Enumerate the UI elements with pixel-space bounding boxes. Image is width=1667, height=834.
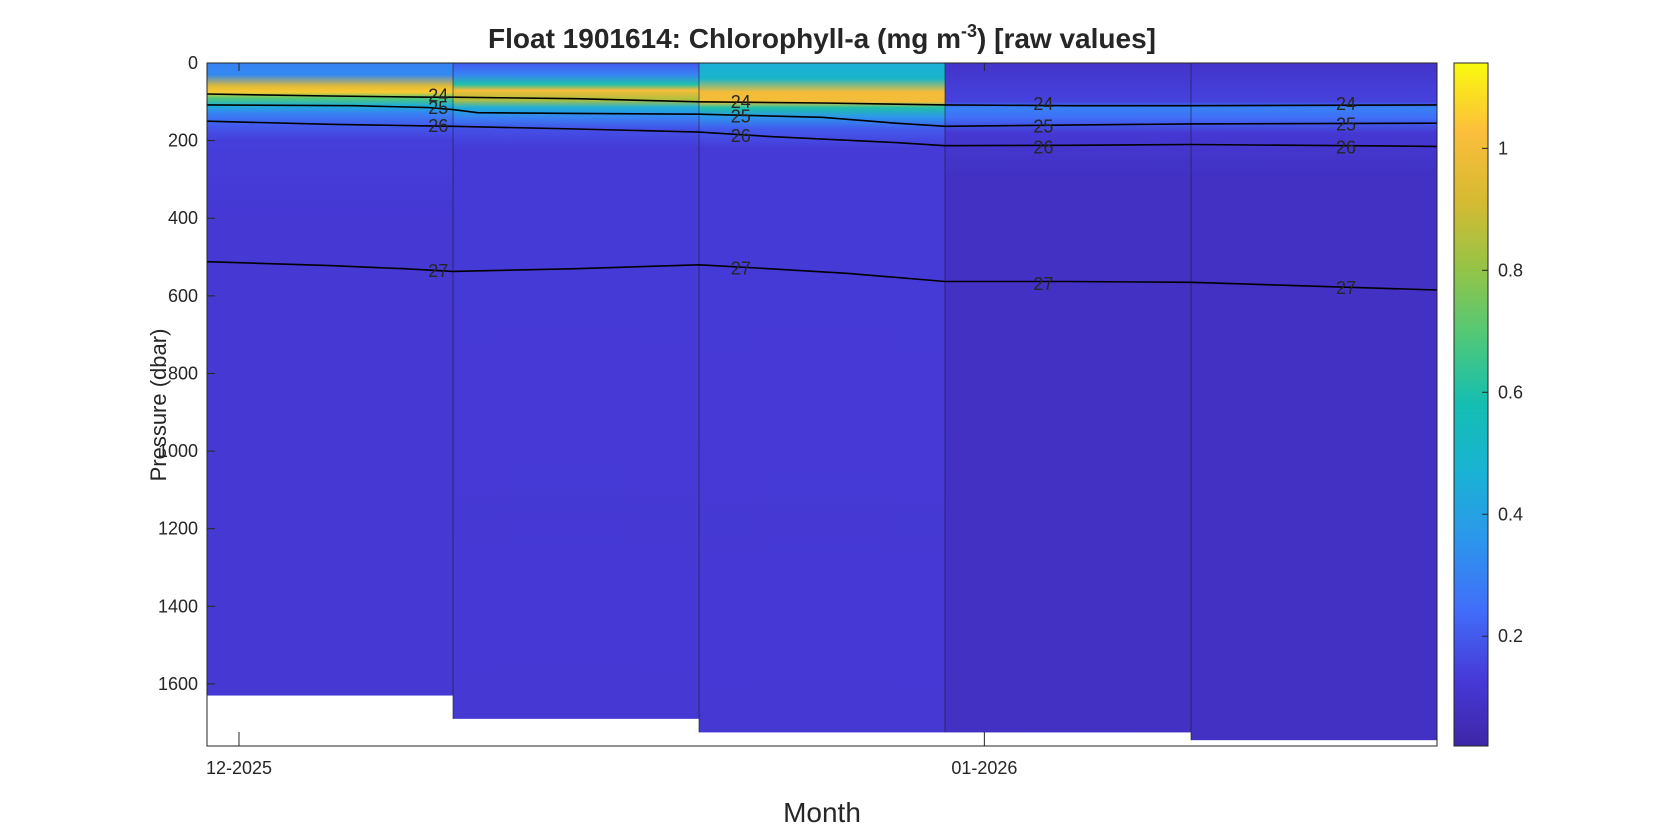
colorbar-tick-label: 0.4: [1498, 504, 1523, 524]
y-tick-label: 1600: [158, 674, 198, 694]
y-tick-label: 0: [188, 53, 198, 73]
contour-label: 27: [1033, 274, 1053, 294]
contour-label: 26: [1336, 138, 1356, 158]
contour-line: [207, 104, 1437, 128]
profile-column: [1191, 63, 1437, 741]
y-axis-ticks: 0 200 400 600 800 1000 1200 1400 1600: [158, 53, 215, 694]
chart-title-suffix: ) [raw values]: [977, 23, 1156, 54]
contour-label: 24: [428, 86, 448, 106]
profile-column: [945, 63, 1191, 733]
profile-column: [699, 63, 945, 733]
contour-label: 25: [731, 107, 751, 127]
x-tick-label: 12-2025: [206, 758, 272, 778]
profile-dividers: [452, 63, 1192, 741]
contour-label: 25: [1336, 114, 1356, 134]
colorbar-tick-label: 0.2: [1498, 626, 1523, 646]
contour-label: 24: [1336, 94, 1356, 114]
colorbar-tick-label: 0.8: [1498, 260, 1523, 280]
y-tick-label: 1000: [158, 441, 198, 461]
contour-line: [207, 260, 1437, 291]
y-tick-label: 400: [168, 208, 198, 228]
y-axis-label: Pressure (dbar): [146, 329, 171, 482]
colorbar: [1453, 62, 1489, 747]
contour-label: 25: [1033, 116, 1053, 136]
chart-title-prefix: Float 1901614: Chlorophyll-a (mg m: [488, 23, 961, 54]
x-axis-label: Month: [783, 797, 861, 828]
y-tick-label: 1400: [158, 596, 198, 616]
contour-label: 27: [731, 259, 751, 279]
x-axis-ticks: 12-2025 01-2026: [206, 63, 1017, 778]
chart-title: Float 1901614: Chlorophyll-a (mg m-3) [r…: [488, 21, 1156, 54]
contour-label: 26: [1033, 138, 1053, 158]
chart-title-superscript: -3: [961, 21, 977, 41]
contour-line: [207, 93, 1437, 107]
contour-label: 26: [428, 116, 448, 136]
colorbar-ticks: 0.2 0.4 0.6 0.8 1: [1482, 138, 1523, 646]
profile-column: [453, 63, 699, 719]
contour-label: 24: [731, 92, 751, 112]
y-tick-label: 600: [168, 286, 198, 306]
x-tick-label: 01-2026: [951, 758, 1017, 778]
contour-label: 27: [428, 261, 448, 281]
contour-label: 27: [1336, 278, 1356, 298]
colorbar-tick-label: 0.6: [1498, 382, 1523, 402]
y-tick-label: 1200: [158, 519, 198, 539]
y-tick-label: 200: [168, 131, 198, 151]
profile-column: [207, 63, 453, 696]
contour-label: 26: [731, 126, 751, 146]
contour-line: [207, 120, 1437, 148]
y-tick-label: 800: [168, 363, 198, 383]
plot-frame: [206, 62, 1438, 747]
colorbar-tick-label: 1: [1498, 138, 1508, 158]
contour-label: 24: [1033, 94, 1053, 114]
contour-label: 25: [428, 98, 448, 118]
profile-columns: [207, 63, 1437, 741]
